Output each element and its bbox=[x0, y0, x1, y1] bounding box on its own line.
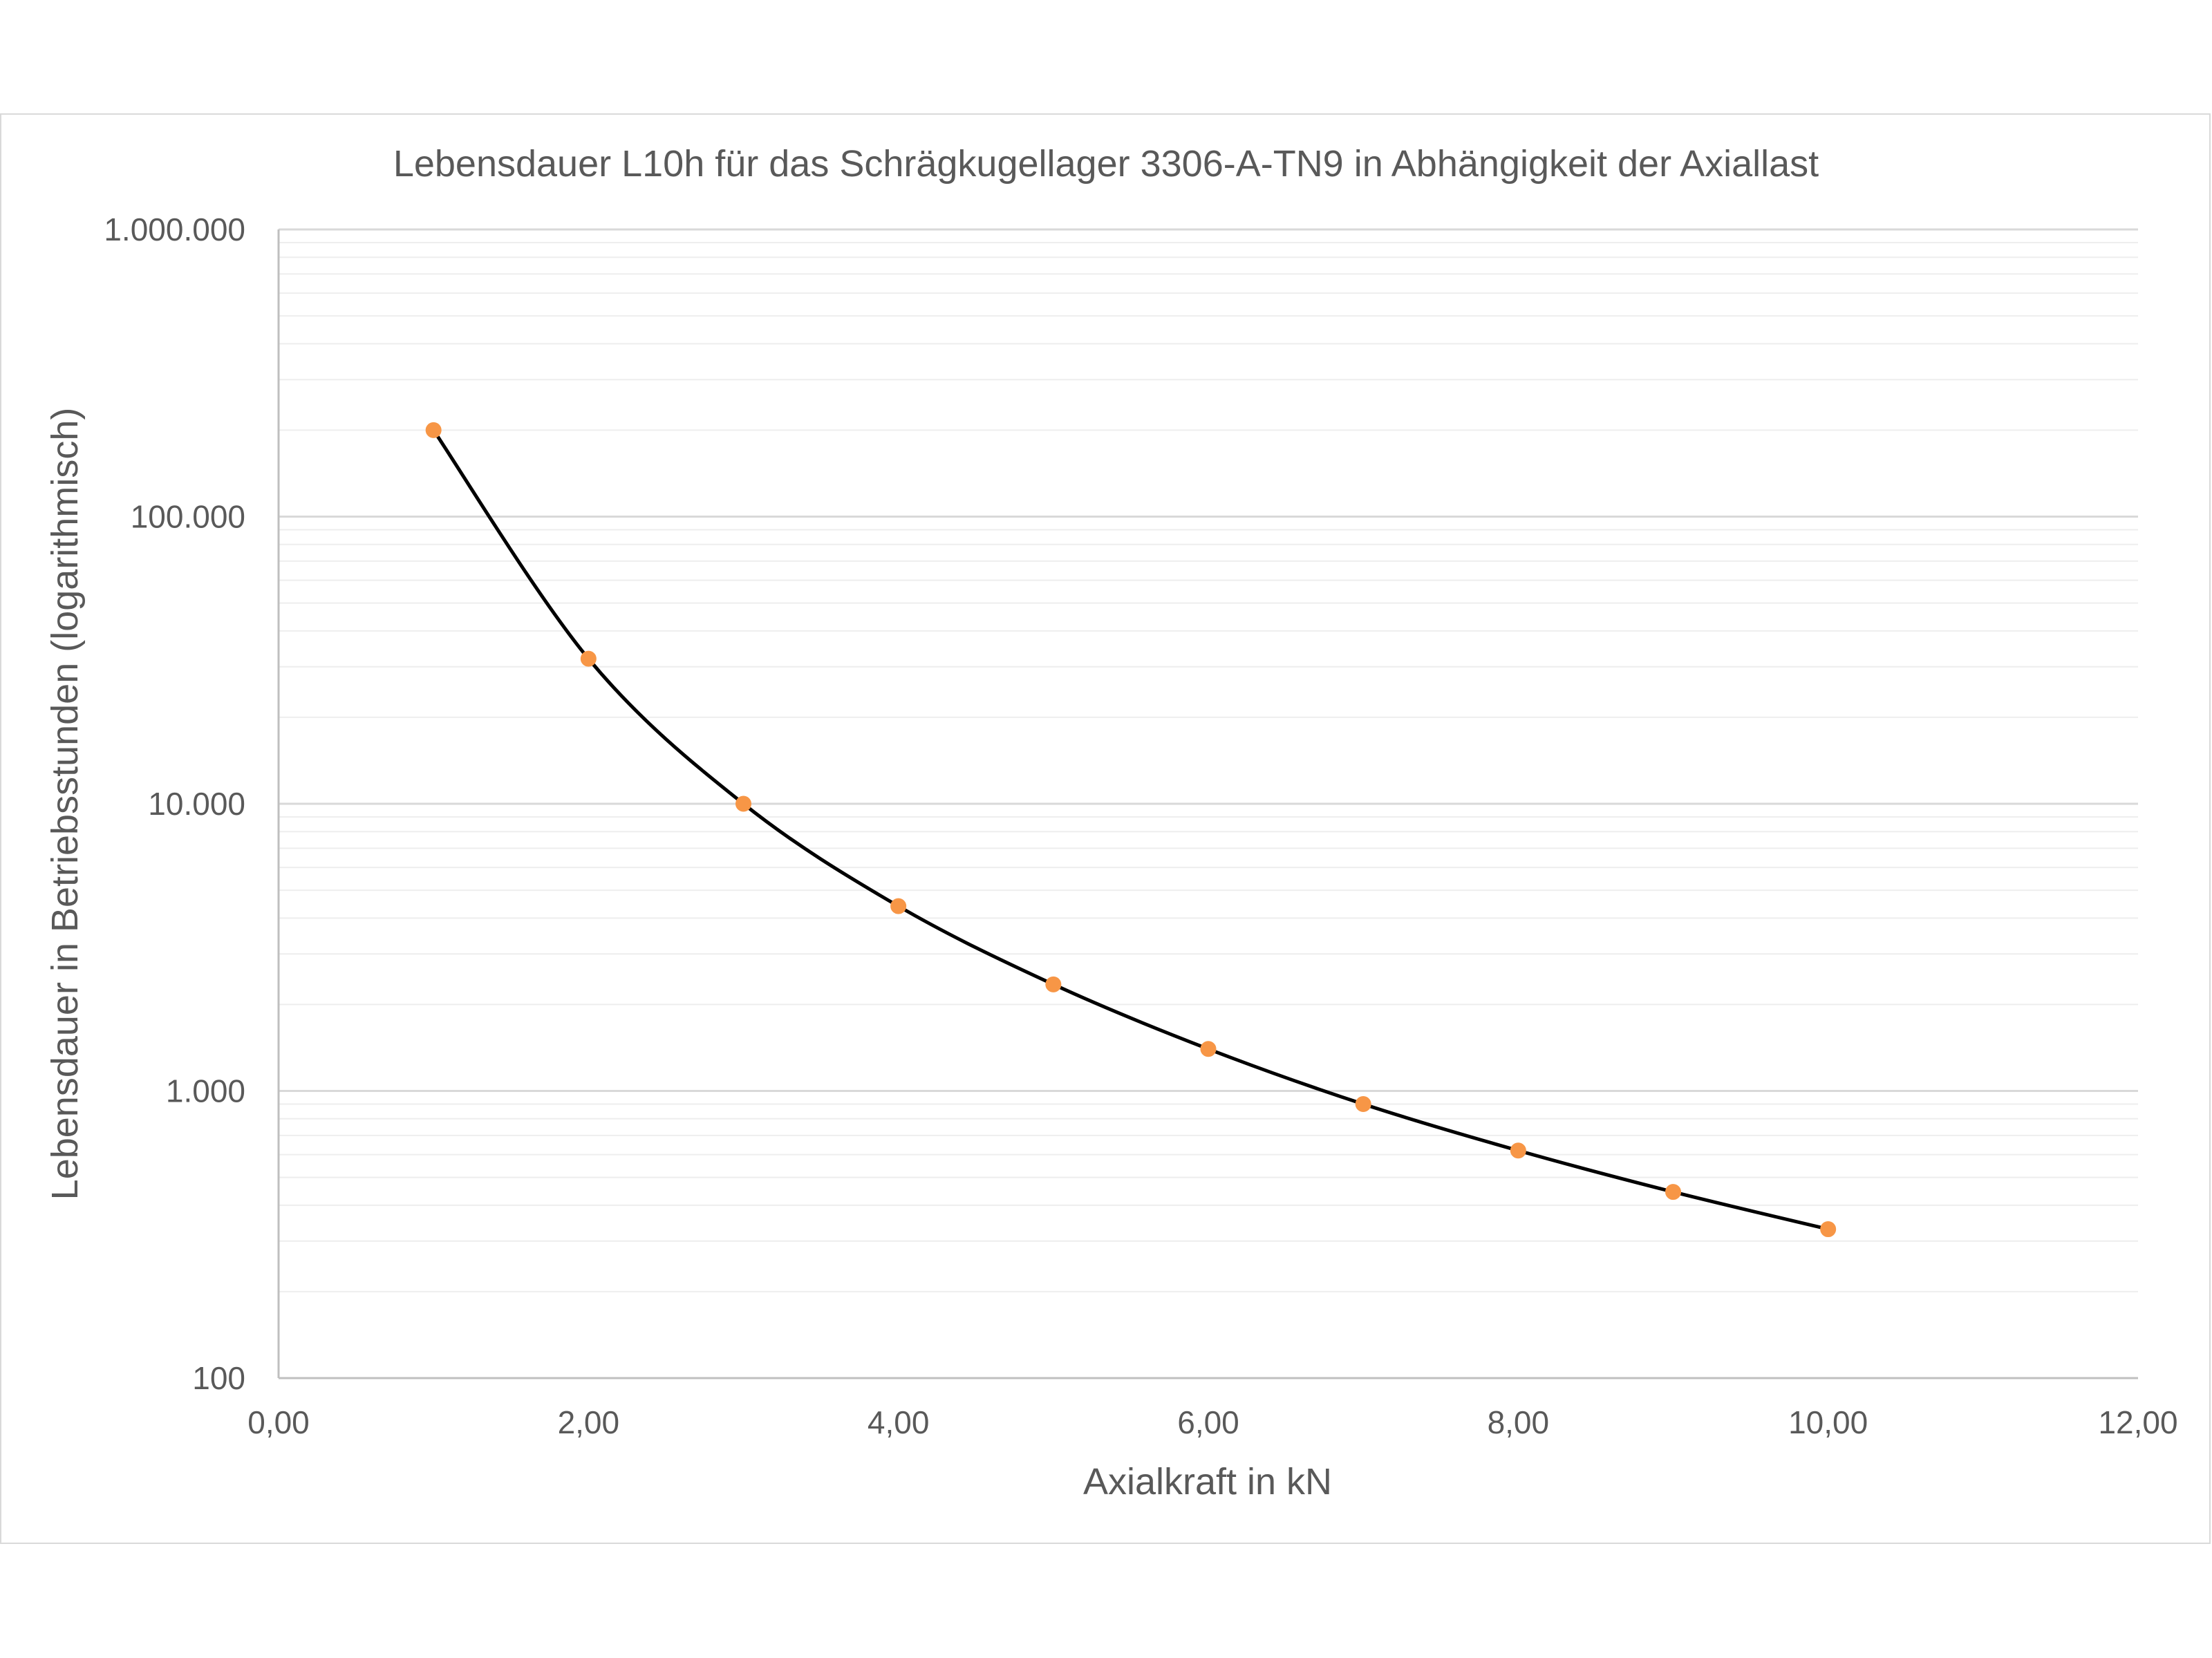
chart-area bbox=[0, 113, 2211, 1544]
x-tick-label: 10,00 bbox=[1788, 1404, 1868, 1440]
x-tick-label: 4,00 bbox=[868, 1404, 930, 1440]
chart-title: Lebensdauer L10h für das Schrägkugellage… bbox=[393, 143, 1819, 185]
y-tick-label: 100.000 bbox=[131, 499, 245, 535]
data-point bbox=[735, 795, 751, 812]
data-point bbox=[1355, 1096, 1371, 1113]
data-point bbox=[1045, 976, 1062, 992]
data-point bbox=[1510, 1142, 1526, 1159]
y-axis-title: Lebensdauer in Betriebsstunden (logarith… bbox=[44, 408, 86, 1200]
y-tick-label: 10.000 bbox=[148, 786, 245, 822]
data-points bbox=[425, 422, 1837, 1238]
data-point bbox=[1820, 1221, 1837, 1238]
series-line bbox=[432, 429, 1829, 1231]
x-tick-label: 12,00 bbox=[2098, 1404, 2177, 1440]
data-point bbox=[580, 650, 597, 667]
data-point bbox=[1200, 1041, 1217, 1057]
x-tick-label: 0,00 bbox=[247, 1404, 310, 1440]
x-tick-label: 2,00 bbox=[558, 1404, 620, 1440]
x-axis-title: Axialkraft in kN bbox=[1083, 1461, 1332, 1502]
x-tick-labels: 0,00 2,00 4,00 6,00 8,00 10,00 12,00 bbox=[247, 1404, 2177, 1440]
data-point bbox=[1665, 1184, 1681, 1200]
y-tick-label: 1.000 bbox=[166, 1073, 245, 1109]
y-tick-label: 1.000.000 bbox=[104, 211, 245, 247]
y-tick-label: 100 bbox=[192, 1360, 245, 1396]
grid bbox=[279, 228, 2138, 1379]
x-tick-label: 8,00 bbox=[1488, 1404, 1550, 1440]
x-tick-label: 6,00 bbox=[1177, 1404, 1239, 1440]
y-tick-labels: 100 1.000 10.000 100.000 1.000.000 bbox=[104, 211, 245, 1396]
data-point bbox=[425, 422, 442, 438]
axes bbox=[277, 229, 2138, 1379]
data-point bbox=[890, 898, 907, 914]
